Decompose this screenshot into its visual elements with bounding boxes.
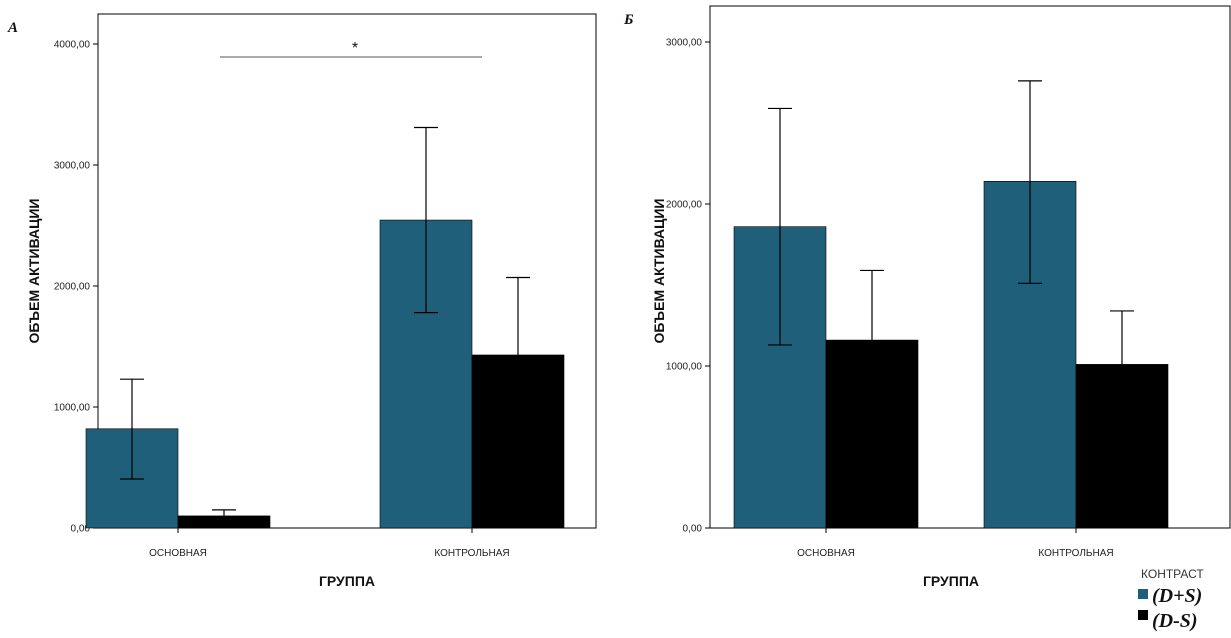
panel-a-bar-d-minus-s (471, 354, 565, 529)
panel-b-bar-d-minus-s (1075, 364, 1169, 529)
legend-label-d-plus-s: (D+S) (1152, 585, 1202, 607)
panel-b-category-label: КОНТРОЛЬНАЯ (1038, 548, 1113, 559)
panel-b-category-label: ОСНОВНАЯ (797, 548, 855, 559)
legend: КОНТРАСТ (D+S) (D-S) (1138, 567, 1204, 632)
legend-swatch-d-minus-s (1138, 610, 1148, 620)
panel-b-bar-d-minus-s (825, 339, 919, 529)
panel-a-label: A (7, 20, 18, 36)
legend-swatch-d-plus-s (1138, 589, 1148, 599)
legend-label-d-minus-s: (D-S) (1152, 610, 1198, 632)
panel-b-label: Б (623, 12, 634, 28)
panel-a-category-label: ОСНОВНАЯ (149, 548, 207, 559)
panel-a-significance-star: * (352, 40, 358, 57)
panel-a-xlabel: ГРУППА (319, 573, 375, 589)
panel-b-plot: 0,00 1000,00 2000,00 3000,00 ОСНОВНАЯ КОНТРОЛ… (666, 38, 1169, 559)
panel-a-category-label: КОНТРОЛЬНАЯ (434, 548, 509, 559)
panel-b-ylabel: ОБЪЕМ АКТИВАЦИИ (651, 199, 667, 344)
panel-a-ytick-label: 0,00 (71, 524, 91, 535)
legend-title: КОНТРАСТ (1141, 567, 1204, 581)
panel-b-ytick-label: 2000,00 (666, 200, 703, 211)
panel-b-ytick-label: 1000,00 (666, 362, 703, 373)
panel-a-ytick-label: 3000,00 (54, 161, 91, 172)
panel-a-ytick-label: 2000,00 (54, 282, 91, 293)
panel-b-xlabel: ГРУППА (923, 573, 979, 589)
panel-a-plot: 0,00 1000,00 2000,00 3000,00 4000,00 ОСНОВНАЯ… (54, 40, 565, 559)
panel-b-frame (709, 5, 1231, 529)
panel-b-ytick-label: 3000,00 (666, 38, 703, 49)
panel-a-ylabel: ОБЪЕМ АКТИВАЦИИ (26, 199, 42, 344)
panel-a-ytick-label: 1000,00 (54, 403, 91, 414)
panel-a-bar-d-minus-s (177, 515, 271, 529)
panel-a-frame (97, 13, 597, 529)
panel-a-ytick-label: 4000,00 (54, 40, 91, 51)
panel-b-ytick-label: 0,00 (683, 524, 703, 535)
